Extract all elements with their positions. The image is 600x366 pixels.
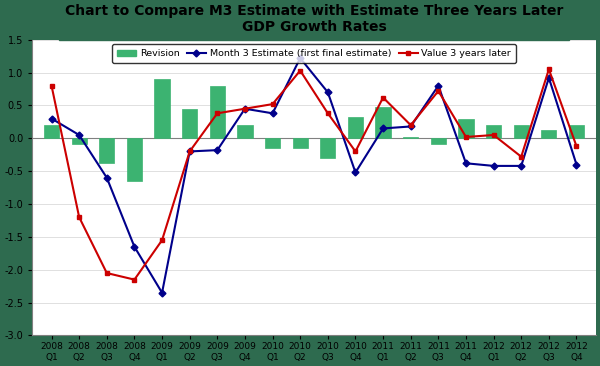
Bar: [71, 138, 87, 143]
Bar: [514, 125, 529, 138]
Bar: [182, 109, 197, 138]
Bar: [569, 125, 584, 138]
Bar: [210, 86, 225, 138]
Bar: [486, 125, 501, 138]
Bar: [403, 137, 418, 138]
Bar: [265, 138, 280, 148]
Bar: [348, 117, 363, 138]
Bar: [127, 138, 142, 181]
Bar: [320, 138, 335, 158]
Bar: [458, 119, 473, 138]
Bar: [238, 125, 253, 138]
Bar: [99, 138, 115, 163]
Bar: [376, 107, 391, 138]
Legend: Revision, Month 3 Estimate (first final estimate), Value 3 years later: Revision, Month 3 Estimate (first final …: [112, 44, 516, 63]
Bar: [154, 79, 170, 138]
Title: Chart to Compare M3 Estimate with Estimate Three Years Later
GDP Growth Rates: Chart to Compare M3 Estimate with Estima…: [65, 4, 563, 34]
Bar: [541, 130, 556, 138]
Bar: [44, 125, 59, 138]
Bar: [293, 138, 308, 148]
Bar: [431, 138, 446, 143]
